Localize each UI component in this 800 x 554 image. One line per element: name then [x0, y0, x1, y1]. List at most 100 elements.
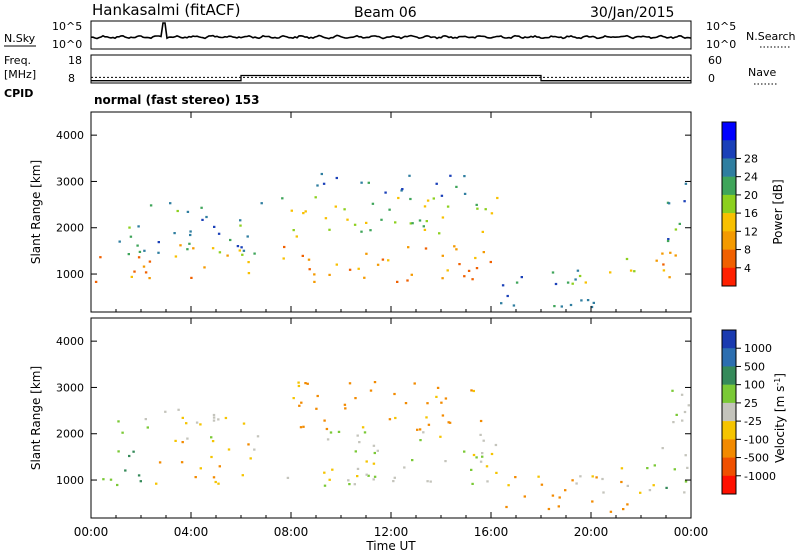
- colorbar-swatch: [722, 140, 736, 159]
- y-tick-label: 1000: [56, 268, 84, 281]
- colorbar-tick-label: 12: [744, 225, 758, 238]
- data-cell: [439, 435, 442, 438]
- data-cell: [189, 233, 192, 237]
- data-cell: [200, 206, 203, 209]
- data-cell: [300, 401, 303, 404]
- data-cell: [496, 196, 499, 200]
- data-cell: [485, 465, 489, 468]
- data-cell: [476, 207, 479, 210]
- data-cell: [392, 480, 395, 483]
- data-cell: [558, 496, 561, 499]
- nave-label: Nave: [748, 66, 776, 79]
- colorbar-swatch: [722, 457, 736, 477]
- data-cell: [211, 440, 215, 443]
- data-cell: [372, 462, 376, 465]
- time-x-ticks: 00:00 04:00 08:00 12:00 16:00 20:00 00:00: [74, 112, 708, 539]
- data-cell: [662, 263, 665, 266]
- velocity-y-ticks: 1000 2000 3000 4000: [56, 335, 691, 487]
- data-cell: [409, 197, 412, 201]
- data-cell: [247, 272, 251, 275]
- colorbar-tick-label: 8: [744, 244, 751, 257]
- data-cell: [424, 247, 428, 250]
- data-cell: [137, 225, 140, 228]
- data-cell: [373, 475, 377, 478]
- data-cell: [337, 430, 341, 433]
- data-cell: [684, 480, 688, 483]
- data-cell: [174, 439, 177, 442]
- data-cell: [388, 418, 392, 421]
- data-cell: [423, 228, 427, 231]
- data-cell: [117, 450, 120, 453]
- data-cell: [320, 172, 323, 176]
- data-cell: [358, 441, 361, 444]
- freq-label-1: Freq.: [4, 54, 31, 67]
- data-cell: [684, 454, 687, 457]
- colorbar-swatch: [722, 421, 736, 440]
- data-cell: [373, 451, 376, 455]
- data-cell: [537, 475, 540, 478]
- power-y-label: Slant Range [km]: [29, 160, 43, 264]
- data-cell: [674, 228, 678, 231]
- data-cell: [109, 478, 113, 481]
- colorbar-swatch: [722, 158, 736, 177]
- data-cell: [129, 235, 133, 238]
- data-cell: [136, 244, 139, 247]
- data-cell: [324, 217, 328, 220]
- data-cell: [436, 386, 440, 389]
- data-cell: [592, 301, 595, 304]
- data-cell: [482, 251, 485, 254]
- data-cell: [515, 281, 519, 284]
- data-cell: [179, 244, 182, 247]
- data-cell: [455, 185, 458, 188]
- data-cell: [137, 474, 141, 477]
- data-cell: [410, 273, 413, 276]
- data-cell: [441, 277, 444, 280]
- data-cell: [253, 448, 256, 451]
- data-cell: [494, 443, 498, 447]
- data-cell: [127, 253, 130, 256]
- data-cell: [648, 489, 652, 492]
- data-cell: [393, 392, 396, 396]
- data-cell: [435, 395, 438, 398]
- noise-left-tick-bottom: 10^0: [52, 38, 82, 51]
- cpid-value: normal (fast stereo) 153: [94, 93, 260, 107]
- data-cell: [210, 436, 213, 439]
- colorbar-swatch: [722, 475, 736, 495]
- data-cell: [217, 418, 220, 421]
- data-cell: [481, 452, 484, 455]
- power-y-ticks: 1000 2000 3000 4000: [56, 129, 691, 281]
- data-cell: [566, 281, 570, 284]
- data-cell: [212, 419, 216, 422]
- data-cell: [241, 253, 244, 256]
- colorbar-tick-label: 4: [744, 262, 751, 275]
- data-cell: [626, 484, 629, 487]
- data-cell: [484, 208, 487, 211]
- data-cell: [683, 410, 687, 414]
- data-cell: [422, 225, 425, 228]
- data-cell: [260, 202, 263, 205]
- data-cell: [328, 273, 331, 276]
- data-cell: [239, 224, 242, 227]
- data-cell: [481, 455, 484, 458]
- colorbar-swatch: [722, 348, 736, 367]
- data-cell: [396, 280, 399, 283]
- data-cell: [199, 467, 202, 470]
- data-cell: [304, 382, 307, 385]
- data-cell: [394, 416, 397, 420]
- data-cell: [426, 480, 429, 483]
- x-axis-label: Time UT: [365, 539, 416, 553]
- data-cell: [325, 427, 329, 431]
- data-cell: [472, 453, 476, 457]
- data-cell: [602, 491, 605, 494]
- data-cell: [441, 254, 444, 257]
- data-cell: [148, 260, 152, 263]
- data-cell: [297, 381, 300, 384]
- data-cell: [471, 278, 474, 281]
- data-cell: [481, 230, 484, 233]
- power-panel: 1000 2000 3000 4000 Slant Range [km] 4 8 12 16…: [29, 111, 785, 313]
- data-cell: [128, 226, 131, 229]
- data-cell: [674, 254, 677, 257]
- data-cell: [438, 232, 441, 235]
- data-cell: [354, 450, 357, 453]
- data-cell: [404, 402, 408, 405]
